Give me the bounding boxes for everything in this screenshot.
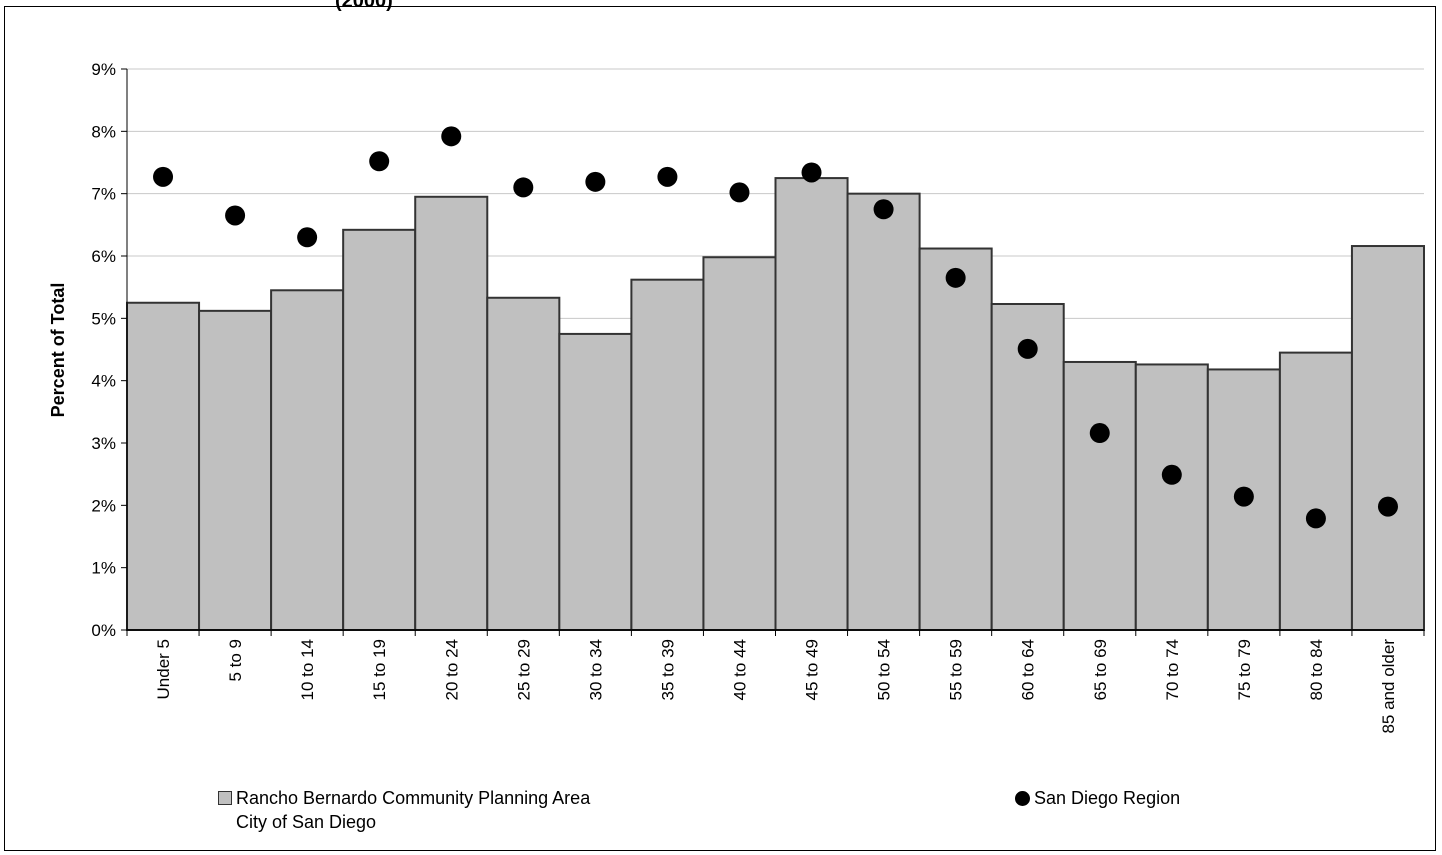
bar	[918, 247, 993, 632]
bar	[126, 301, 201, 631]
y-tick-label: 2%	[91, 496, 116, 515]
bar	[198, 309, 273, 631]
bar	[1134, 363, 1209, 631]
bar	[414, 195, 489, 632]
legend-bar-entry: Rancho Bernardo Community Planning Area …	[218, 786, 590, 834]
x-tick-label: 10 to 14	[298, 639, 317, 700]
bar	[774, 177, 849, 631]
y-tick-label: 6%	[91, 247, 116, 266]
x-tick-label: 75 to 79	[1235, 639, 1254, 700]
region-dot	[1017, 338, 1038, 359]
y-tick-labels: 0% 1% 2% 3% 4% 5% 6% 7% 8% 9%	[91, 60, 116, 640]
bar	[558, 332, 633, 631]
x-tick-label: 50 to 54	[875, 639, 894, 700]
bar	[702, 256, 777, 631]
x-tick-label: 20 to 24	[442, 639, 461, 700]
bar	[1350, 245, 1426, 631]
y-tick-label: 8%	[91, 122, 116, 141]
axes	[121, 68, 1425, 636]
x-tick-labels: Under 5 5 to 9 10 to 14 15 to 19 20 to 24 25 …	[154, 639, 1398, 734]
x-tick-label: 85 and older	[1379, 639, 1398, 734]
x-tick-label: 40 to 44	[730, 639, 749, 700]
legend-extra-label: City of San Diego	[236, 812, 377, 832]
region-dot	[297, 227, 318, 248]
x-tick-label: 45 to 49	[803, 639, 822, 700]
legend-dot-entry: San Diego Region	[1015, 786, 1180, 810]
region-dot	[441, 126, 462, 147]
bar	[846, 192, 921, 632]
bar	[342, 228, 417, 631]
region-dot	[657, 166, 678, 187]
region-dot	[225, 205, 246, 226]
bar	[630, 278, 705, 631]
y-tick-label: 4%	[91, 372, 116, 391]
x-tick-label: 80 to 84	[1307, 639, 1326, 700]
region-dot	[729, 182, 750, 203]
x-tick-label: 55 to 59	[947, 639, 966, 700]
x-tick-label: 60 to 64	[1019, 639, 1038, 700]
y-tick-label: 7%	[91, 185, 116, 204]
y-tick-label: 9%	[91, 60, 116, 79]
region-dots	[153, 126, 1398, 529]
legend-bar-swatch	[218, 791, 232, 805]
region-dot	[1377, 496, 1398, 517]
region-dot	[513, 177, 534, 198]
region-dot	[801, 162, 822, 183]
y-tick-label: 5%	[91, 309, 116, 328]
legend-dot-marker	[1015, 791, 1030, 806]
region-dot	[945, 267, 966, 288]
x-tick-label: 35 to 39	[658, 639, 677, 700]
bars	[126, 177, 1426, 632]
x-tick-label: 5 to 9	[226, 639, 245, 682]
x-tick-label: 30 to 34	[586, 639, 605, 700]
region-dot	[153, 166, 174, 187]
y-tick-label: 1%	[91, 559, 116, 578]
region-dot	[585, 171, 606, 192]
x-tick-label: Under 5	[154, 639, 173, 699]
x-tick-label: 65 to 69	[1091, 639, 1110, 700]
y-tick-label: 3%	[91, 434, 116, 453]
bar	[1062, 360, 1137, 631]
y-tick-label: 0%	[91, 621, 116, 640]
y-axis-label: Percent of Total	[48, 283, 68, 418]
bar	[486, 296, 561, 631]
bar	[1278, 351, 1353, 631]
region-dot	[1305, 508, 1326, 529]
x-tick-label: 70 to 74	[1163, 639, 1182, 700]
legend-bar-label: Rancho Bernardo Community Planning Area	[236, 788, 591, 808]
region-dot	[1161, 464, 1182, 485]
bar	[270, 289, 345, 631]
legend-dot-label: San Diego Region	[1034, 788, 1181, 808]
x-tick-label: 25 to 29	[514, 639, 533, 700]
region-dot	[1089, 423, 1110, 444]
region-dot	[1233, 486, 1254, 507]
region-dot	[873, 199, 894, 220]
x-tick-label: 15 to 19	[370, 639, 389, 700]
chart-title-fragment: (2000)	[335, 0, 393, 12]
region-dot	[369, 151, 390, 172]
